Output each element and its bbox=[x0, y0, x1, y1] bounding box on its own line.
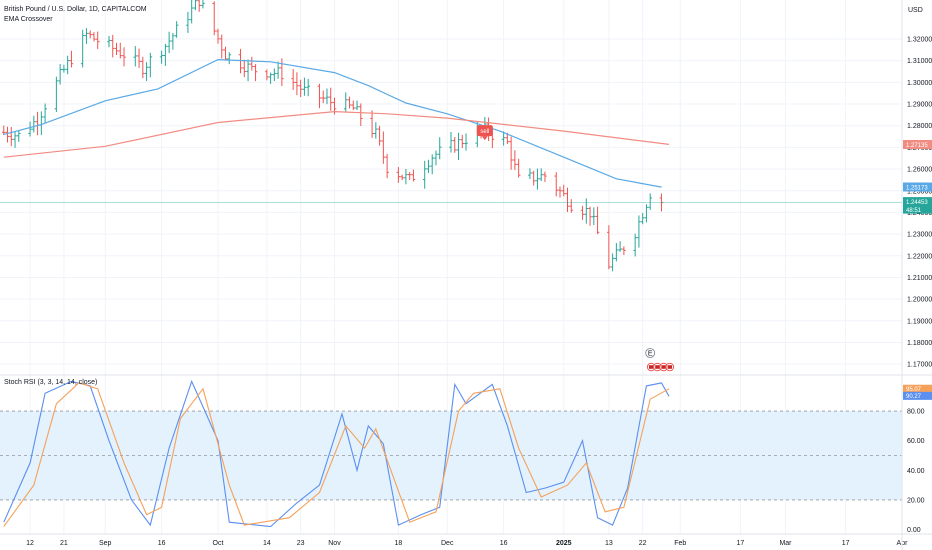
price-tick-label: 1.20000 bbox=[907, 297, 932, 304]
stoch-tick-label: 60.00 bbox=[907, 438, 925, 445]
time-tick-label: 21 bbox=[60, 540, 68, 547]
time-tick-label: 2025 bbox=[556, 540, 572, 547]
ema-lines bbox=[0, 58, 902, 203]
time-tick-label: 22 bbox=[639, 540, 647, 547]
stoch-line bbox=[3, 382, 670, 527]
currency-label: USD bbox=[908, 7, 923, 14]
price-tick-label: 1.31000 bbox=[907, 58, 932, 65]
time-tick-label: 18 bbox=[394, 540, 402, 547]
time-tick-label: 12 bbox=[26, 540, 34, 547]
stoch-d-value: 95.07 bbox=[906, 387, 922, 393]
time-tick-label: 17 bbox=[736, 540, 744, 547]
economic-event-flag-inner bbox=[648, 365, 654, 369]
markers[interactable]: sell E bbox=[476, 125, 675, 372]
candles bbox=[1, 0, 664, 272]
ema-slow-value-bg bbox=[903, 139, 932, 149]
sell-marker-label: sell bbox=[480, 129, 489, 135]
ema-fast-value-bg bbox=[903, 182, 932, 192]
stoch-tick-label: 80.00 bbox=[907, 409, 925, 416]
time-tick-label: 16 bbox=[158, 540, 166, 547]
price-tick-label: 1.30000 bbox=[907, 80, 932, 87]
event-circle-icon bbox=[645, 348, 656, 358]
stoch-d-value-bg bbox=[903, 384, 932, 393]
time-tick-label: 16 bbox=[500, 540, 508, 547]
time-tick-label: 13 bbox=[605, 540, 613, 547]
economic-event-flag-inner bbox=[667, 365, 672, 369]
time-tick-label: 14 bbox=[263, 540, 271, 547]
sell-marker-arrow bbox=[481, 136, 488, 141]
stoch-tick-label: 40.00 bbox=[907, 468, 925, 475]
time-tick-label: Mar bbox=[779, 540, 792, 547]
price-tick-label: 1.28000 bbox=[907, 123, 932, 130]
stoch-axis[interactable]: 0.00 20.00 40.00 60.00 80.00 bbox=[907, 409, 925, 534]
price-tick-label: 1.25000 bbox=[907, 188, 932, 195]
stoch-tick-label: 20.00 bbox=[907, 497, 925, 504]
stoch-k-value-bg bbox=[903, 391, 932, 400]
time-tick-label: Feb bbox=[674, 540, 686, 547]
sell-marker-bg bbox=[476, 125, 493, 137]
price-tick-label: 1.23000 bbox=[907, 232, 932, 239]
price-tick-label: 1.32000 bbox=[907, 37, 932, 44]
countdown-value: 48:51 bbox=[906, 208, 922, 214]
countdown-value-bg bbox=[903, 205, 932, 214]
ema-line bbox=[3, 110, 670, 158]
chart-title: British Pound / U.S. Dollar, 1D, CAPITAL… bbox=[4, 6, 147, 13]
last-price-value: 1.24453 bbox=[906, 200, 928, 206]
last-price-value-bg bbox=[903, 197, 932, 207]
price-tick-label: 1.26000 bbox=[907, 167, 932, 174]
stoch-line bbox=[3, 379, 670, 528]
time-tick-label: Nov bbox=[328, 540, 341, 547]
price-tick-label: 1.17000 bbox=[907, 362, 932, 369]
time-tick-label: Sep bbox=[99, 540, 112, 547]
price-tick-label: 1.21000 bbox=[907, 275, 932, 282]
stoch-title: Stoch RSI (3, 3, 14, 14, close) bbox=[4, 379, 97, 386]
time-tick-label: 23 bbox=[297, 540, 305, 547]
stoch-k-value: 90.27 bbox=[906, 394, 922, 400]
stoch-band bbox=[0, 410, 902, 501]
stoch-lines bbox=[3, 379, 670, 528]
price-tick-label: 1.19000 bbox=[907, 318, 932, 325]
economic-event-flag-inner bbox=[655, 365, 660, 369]
time-tick-label: 17 bbox=[842, 540, 850, 547]
ema-fast-value: 1.25173 bbox=[906, 185, 928, 191]
price-tick-label: 1.18000 bbox=[907, 340, 932, 347]
indicator-name: EMA Crossover bbox=[4, 16, 53, 23]
ema-line bbox=[3, 58, 662, 188]
ema-slow-value: 1.27135 bbox=[906, 143, 928, 149]
time-tick-label: Dec bbox=[441, 540, 454, 547]
event-circle-label: E bbox=[648, 351, 653, 358]
economic-event-flag-inner bbox=[661, 365, 666, 369]
stoch-tick-label: 0.00 bbox=[907, 527, 921, 534]
time-tick-label: Oct bbox=[213, 540, 224, 547]
price-tick-label: 1.22000 bbox=[907, 253, 932, 260]
price-tick-label: 1.29000 bbox=[907, 102, 932, 109]
